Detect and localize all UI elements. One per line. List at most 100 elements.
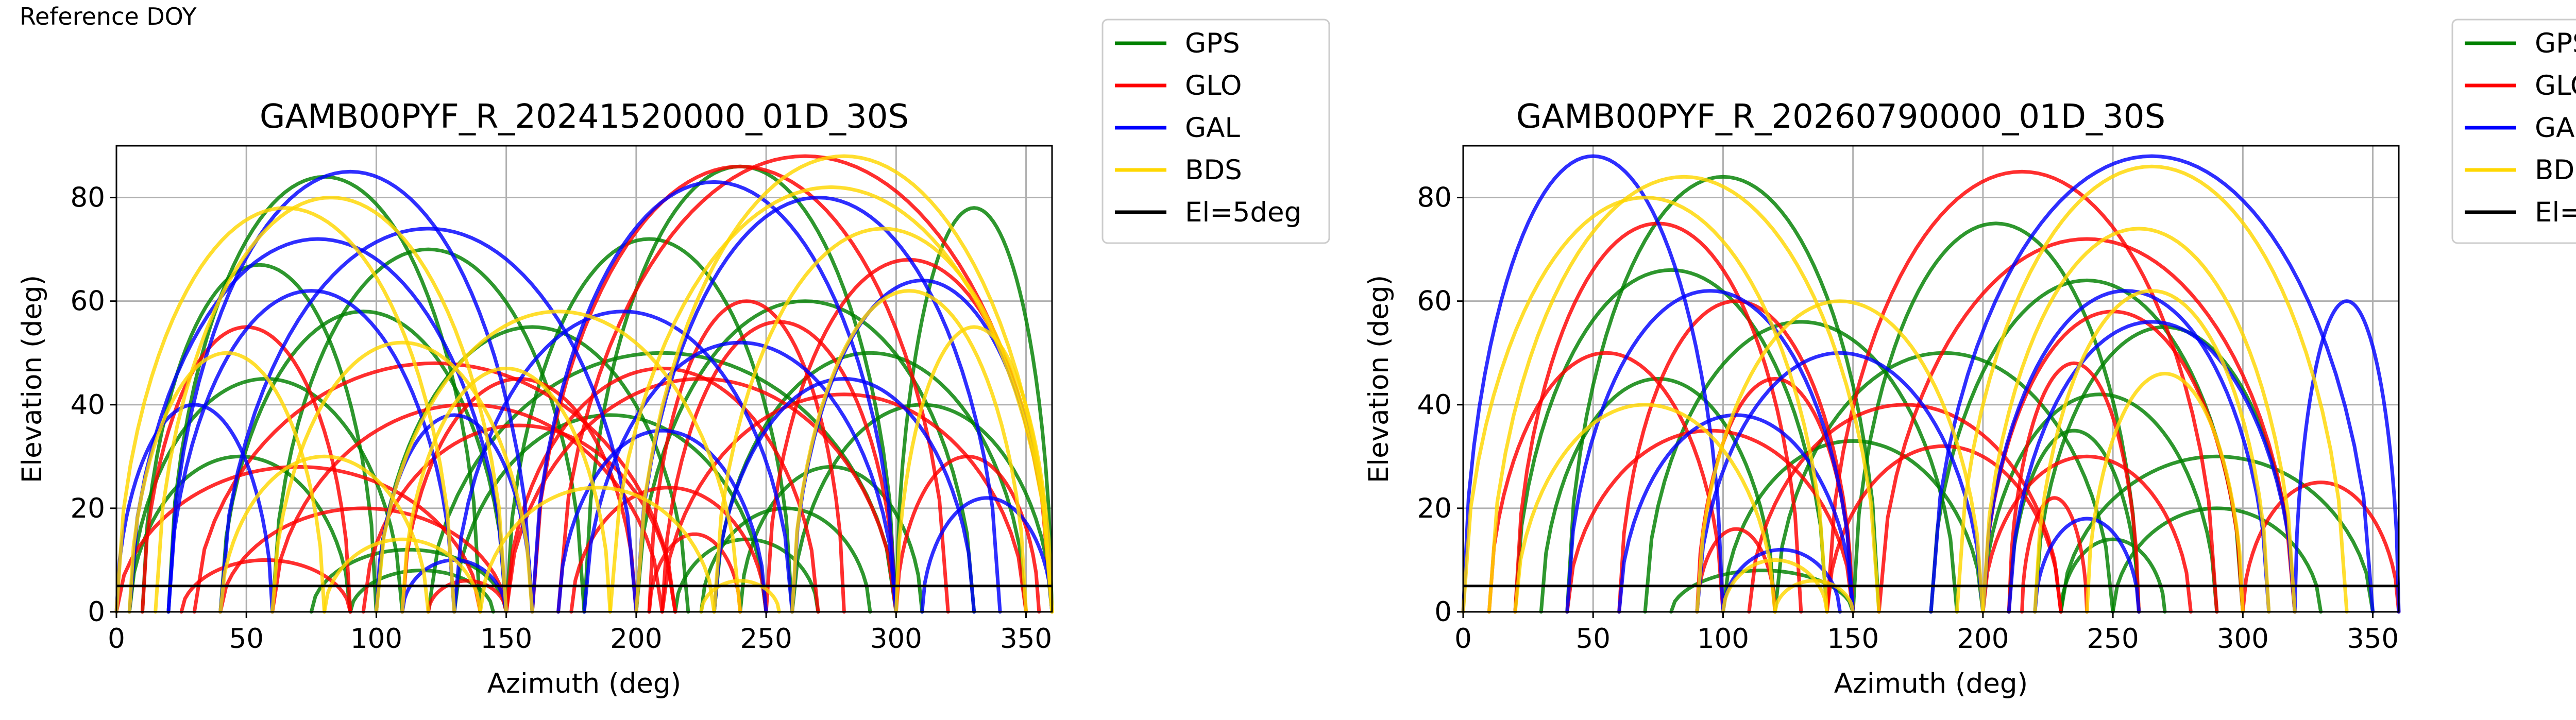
satellite-track-glo (192, 361, 677, 614)
satellite-track-bds (634, 154, 1054, 614)
plot-frame (115, 145, 1053, 613)
satellite-track-gps (2059, 454, 2375, 614)
legend-label: BDS (1185, 155, 1242, 186)
satellite-track-gps (1643, 320, 1959, 614)
y-tick-label: 0 (1434, 596, 1452, 628)
x-tick-label: 250 (2087, 623, 2139, 655)
satellite-track-glo (218, 506, 509, 614)
x-ticks: 0 50 100 150 200 250 300 350 (1454, 612, 2399, 655)
legend-label: GAL (1185, 112, 1240, 144)
satellite-track-glo (1487, 351, 1725, 614)
legend-label: El=5deg (2535, 197, 2576, 228)
satellite-track-glo (660, 320, 898, 614)
legend-box (2451, 19, 2576, 244)
legend-label: GLO (1185, 70, 1242, 101)
satellite-track-glo (660, 392, 1028, 614)
satellite-track-bds (114, 206, 456, 614)
satellite-track-gal (2033, 517, 2141, 614)
satellite-track-gps (634, 299, 976, 614)
x-tick-label: 200 (610, 623, 662, 655)
satellite-track-glo (504, 376, 898, 614)
y-ticks: 0 20 40 60 80 (71, 182, 116, 628)
plot-frame (1462, 145, 2400, 613)
satellite-track-bds (894, 325, 1054, 614)
satellite-track-glo (647, 532, 742, 614)
satellite-track-gal (1565, 289, 1855, 614)
satellite-track-gal (166, 169, 534, 614)
satellite-track-bds (374, 310, 742, 614)
y-axis-label: Elevation (deg) (1363, 275, 1395, 483)
satellite-track-gps (1513, 268, 1829, 614)
satellite-track-gal (127, 237, 509, 614)
satellite-track-glo (530, 164, 950, 614)
satellite-track-gps (2059, 537, 2167, 614)
satellite-track-gal (1461, 154, 1725, 614)
x-tick-label: 0 (1454, 623, 1472, 655)
satellite-track-bds (699, 579, 781, 614)
satellite-track-gps (270, 247, 586, 614)
x-tick-label: 350 (1000, 623, 1052, 655)
satellite-track-bds (712, 227, 1054, 614)
satellite-track-glo (1877, 237, 2297, 614)
x-tick-label: 100 (350, 623, 402, 655)
x-axis-label: Azimuth (deg) (1834, 668, 2028, 699)
legend-label: GLO (2535, 70, 2576, 101)
y-tick-label: 40 (1417, 389, 1452, 421)
satellite-track-bds (2033, 289, 2271, 614)
satellite-track-gal (1981, 289, 2271, 614)
legend: GPS GLO GAL BDS El=5deg (1101, 19, 1330, 244)
satellite-track-gal (1695, 351, 1985, 614)
x-tick-label: 350 (2347, 623, 2399, 655)
chart-title: GAMB00PYF_R_20241520000_01D_30S (260, 98, 909, 136)
chart-2: GAMB00PYF_R_20260790000_01D_30S 0 50 100 15… (1363, 19, 2576, 699)
satellite-track-gps (1721, 439, 1985, 614)
satellite-track-bds (1955, 164, 2349, 614)
satellite-track-gal (530, 180, 898, 614)
satellite-track-bds (1773, 579, 1855, 614)
satellite-track-gal (634, 196, 1002, 614)
x-axis-label: Azimuth (deg) (487, 668, 682, 699)
satellite-track-gal (114, 403, 275, 614)
satellite-track-glo (1747, 403, 2063, 614)
satellite-track-bds (1981, 227, 2297, 614)
x-tick-label: 250 (740, 623, 792, 655)
x-ticks: 0 50 100 150 200 250 300 350 (108, 612, 1052, 655)
y-tick-label: 0 (88, 596, 105, 628)
satellite-track-bds (1721, 558, 1829, 614)
satellite-tracks (114, 154, 1054, 614)
satellite-track-bds (218, 454, 430, 614)
satellite-track-gps (218, 310, 509, 614)
legend-label: GPS (2535, 28, 2576, 59)
x-tick-label: 50 (229, 623, 263, 655)
x-tick-label: 150 (480, 623, 532, 655)
chart-1: GAMB00PYF_R_20241520000_01D_30S 0 50 100 15… (16, 19, 1330, 699)
reference-doy-label: Reference DOY (20, 3, 197, 30)
satellite-track-gps (894, 206, 1054, 614)
legend-label: GPS (1185, 28, 1240, 59)
x-tick-label: 50 (1575, 623, 1610, 655)
satellite-track-gal (452, 310, 794, 614)
y-tick-label: 20 (1417, 493, 1452, 524)
x-tick-label: 0 (108, 623, 125, 655)
satellite-track-bds (127, 351, 327, 614)
satellite-track-gal (218, 227, 638, 614)
satellite-track-glo (426, 579, 509, 614)
satellite-track-glo (2241, 481, 2401, 614)
satellite-track-gal (2007, 320, 2297, 614)
legend-label: El=5deg (1185, 197, 1301, 228)
satellite-track-gal (166, 289, 456, 614)
satellite-track-bds (1695, 299, 1985, 614)
satellite-track-gal (582, 340, 898, 614)
satellite-track-bds (478, 486, 716, 614)
x-tick-label: 200 (1957, 623, 2009, 655)
x-tick-label: 300 (2217, 623, 2269, 655)
legend-label: GAL (2535, 112, 2576, 144)
satellite-track-gps (1565, 175, 1881, 614)
satellite-track-glo (1617, 299, 1855, 614)
satellite-track-gal (1929, 154, 2375, 614)
satellite-tracks (1461, 154, 2401, 614)
legend: GPS GLO GAL BDS El=5deg (2451, 19, 2576, 244)
satellite-track-glo (2020, 496, 2089, 614)
satellite-track-glo (1981, 454, 2193, 614)
y-tick-label: 40 (71, 389, 105, 421)
